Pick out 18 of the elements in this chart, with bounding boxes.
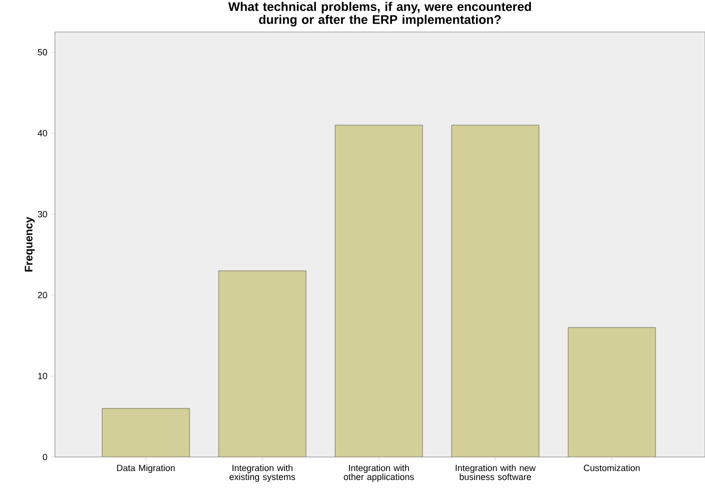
x-tick-label: Data Migration [117,464,175,473]
bar [102,408,190,457]
x-tick-label: Integration with existing systems [230,464,296,482]
y-tick-label: 10 [38,372,48,380]
bar [568,327,656,457]
bar [451,124,540,457]
x-tick-label: Customization [584,464,640,472]
y-tick-label: 0 [42,454,48,460]
chart-title: What technical problems, if any, were encountered during or after the ERP implementation? [228,2,531,26]
y-tick-label: 30 [38,210,48,218]
bar [335,125,423,457]
y-axis-title: Frequency [24,216,35,272]
x-tick-label: Integration with new business software [456,464,536,480]
bar [218,270,306,457]
x-tick-label: Integration with other applications [344,464,414,482]
y-tick-label: 40 [38,130,48,136]
y-tick-label: 20 [38,292,48,298]
y-tick-label: 50 [38,49,48,56]
